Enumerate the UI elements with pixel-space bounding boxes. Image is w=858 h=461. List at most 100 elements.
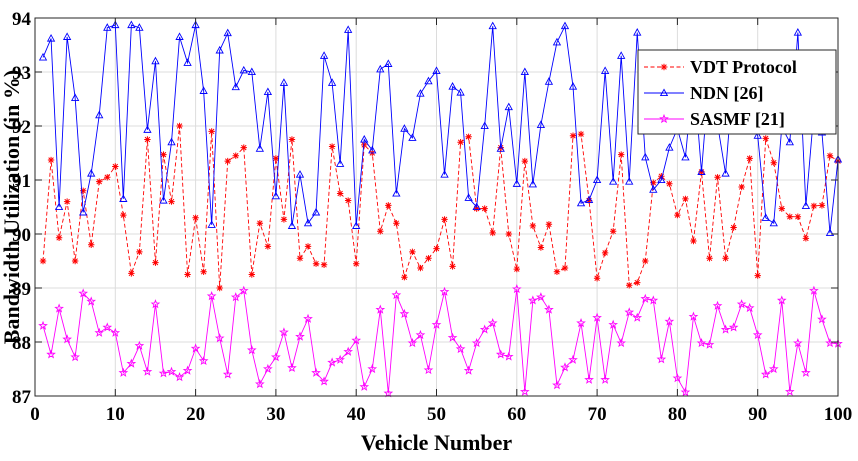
data-point [688, 311, 699, 321]
data-point [118, 367, 129, 377]
data-point [183, 58, 192, 66]
data-point [102, 322, 113, 332]
data-point [762, 135, 769, 142]
data-point [385, 202, 392, 209]
data-point [660, 63, 668, 71]
data-point [208, 128, 215, 135]
data-point [279, 327, 289, 337]
data-point [801, 367, 811, 377]
data-point [736, 299, 747, 309]
data-point [802, 235, 810, 242]
x-tick-label: 0 [30, 404, 40, 425]
data-point [288, 136, 296, 143]
data-point [134, 340, 145, 350]
data-point [248, 271, 256, 278]
data-point [400, 124, 409, 132]
data-point [793, 28, 803, 36]
data-point [335, 354, 345, 364]
data-point [151, 56, 160, 65]
data-point [818, 202, 826, 209]
data-point [448, 82, 457, 90]
data-point [512, 179, 521, 187]
legend-entry: SASMF [21] [644, 109, 785, 129]
y-tick-label: 93 [12, 63, 31, 84]
data-point [351, 335, 362, 345]
data-point [690, 237, 697, 245]
data-point [809, 285, 819, 295]
data-point [672, 373, 683, 383]
data-point [601, 249, 609, 257]
data-point [577, 130, 585, 138]
data-point [609, 177, 618, 185]
data-point [681, 152, 690, 161]
data-point [78, 288, 89, 298]
data-point [592, 312, 602, 322]
data-point [238, 285, 249, 295]
data-point [784, 386, 795, 396]
data-point [111, 20, 120, 29]
data-point [617, 151, 625, 158]
data-point [680, 387, 691, 397]
data-point [79, 207, 88, 216]
data-point [198, 355, 209, 366]
data-point [150, 299, 161, 309]
data-point [112, 163, 119, 170]
data-point [86, 296, 97, 306]
data-point [344, 25, 353, 33]
data-point [46, 349, 56, 359]
data-point [368, 145, 377, 154]
x-tick-label: 40 [347, 404, 366, 425]
data-point [327, 357, 337, 367]
data-point [383, 388, 394, 398]
data-point [463, 365, 474, 375]
x-tick-label: 90 [748, 404, 767, 425]
data-point [439, 286, 450, 296]
data-point [103, 23, 112, 31]
data-point [39, 257, 47, 265]
data-point [657, 175, 666, 184]
data-point [544, 304, 554, 314]
data-point [401, 274, 408, 281]
data-point [182, 365, 193, 375]
data-point [471, 337, 482, 348]
data-point [246, 345, 257, 355]
x-tick-label: 10 [106, 404, 125, 425]
data-point [38, 52, 48, 61]
data-point [704, 339, 715, 349]
data-point [770, 159, 777, 166]
data-point [584, 374, 594, 384]
legend-entry: VDT Protocol [644, 57, 797, 77]
y-tick-label: 90 [12, 225, 31, 246]
data-point [128, 270, 135, 277]
series-line [42, 289, 839, 394]
data-point [263, 87, 273, 96]
data-point [287, 362, 297, 373]
data-point [608, 319, 618, 329]
data-point [143, 125, 152, 133]
data-point [256, 220, 264, 227]
data-point [63, 198, 71, 205]
data-point [417, 264, 424, 272]
data-point [529, 222, 537, 230]
data-point [55, 234, 63, 241]
data-point [223, 28, 232, 37]
data-point [214, 333, 225, 343]
data-point [513, 265, 520, 273]
data-point [528, 295, 538, 305]
data-point [778, 205, 785, 212]
data-point [175, 32, 184, 40]
data-point [752, 329, 763, 340]
data-point [744, 302, 755, 313]
data-point [730, 224, 737, 231]
legend-label: NDN [26] [690, 83, 764, 103]
data-point [456, 87, 465, 96]
data-point [472, 202, 481, 211]
data-point [62, 334, 72, 344]
data-point [272, 155, 280, 162]
data-point [794, 213, 802, 220]
series-line [42, 125, 839, 289]
data-point [409, 248, 416, 256]
data-point [576, 318, 586, 328]
data-point [144, 136, 151, 143]
data-point [255, 379, 265, 389]
